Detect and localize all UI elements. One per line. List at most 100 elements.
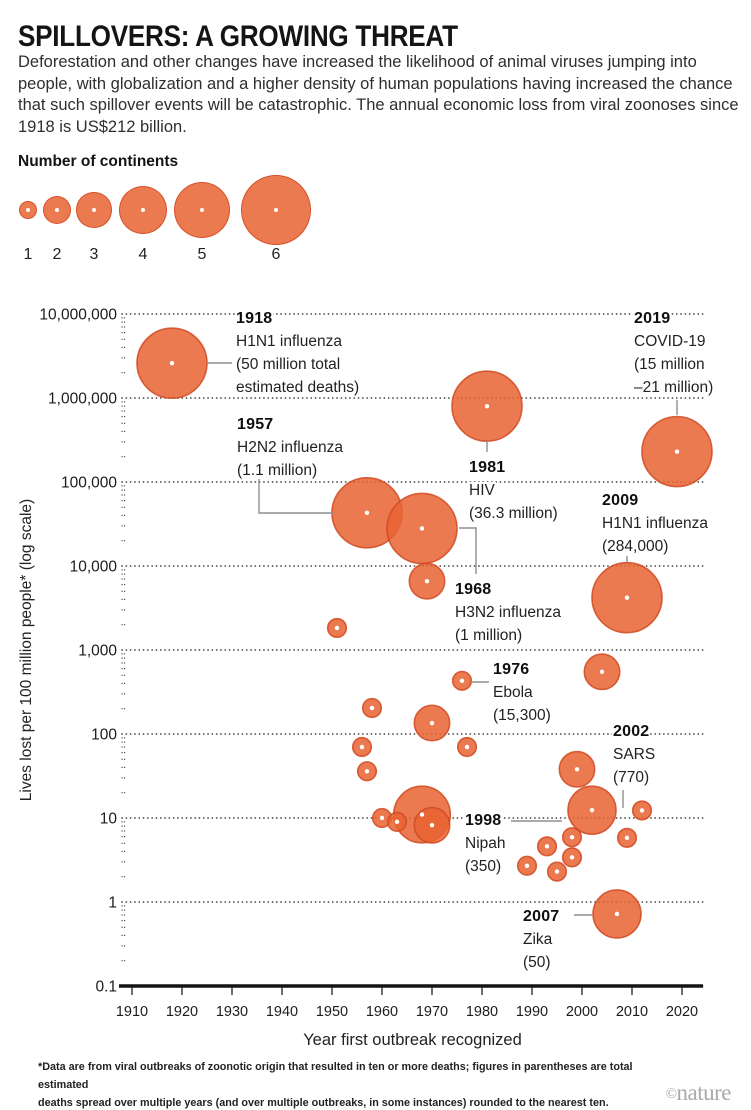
x-tick-label: 1910 [116, 1004, 148, 1020]
x-tick-label: 1960 [366, 1004, 398, 1020]
bubble-center-dot [424, 578, 430, 584]
bubble-center-dot [429, 823, 435, 828]
legend-count-label: 6 [271, 246, 281, 263]
annotation-year: 1976 [492, 661, 531, 678]
bubble-center-dot [569, 855, 575, 860]
y-axis-title: Lives lost per 100 million people* (log … [18, 498, 35, 802]
bubble-center-dot [544, 844, 550, 849]
x-tick-label: 2010 [616, 1004, 648, 1020]
annotation-text: (15,300) [492, 707, 552, 724]
annotation-year: 2009 [601, 492, 640, 509]
annotation-text: (36.3 million) [468, 505, 559, 522]
footnote: *Data are from viral outbreaks of zoonot… [38, 1058, 678, 1110]
annotation-1957: 1957 H2N2 influenza (1.1 million) [236, 413, 344, 482]
legend-center-dot [54, 207, 60, 213]
bubble-center-dot [554, 869, 560, 874]
x-tick-label: 1980 [466, 1004, 498, 1020]
x-axis-title: Year first outbreak recognized [303, 1031, 522, 1049]
annotation-text: estimated deaths) [235, 379, 361, 396]
bubble-center-dot [379, 815, 385, 821]
y-tick-label: 10 [100, 811, 118, 828]
annotation-text: (1 million) [454, 627, 524, 644]
annotation-2009: 2009 H1N1 influenza (284,000) [601, 489, 709, 558]
x-tick-label: 1950 [316, 1004, 348, 1020]
bubble-center-dot [419, 526, 425, 531]
annotation-text: COVID-19 [633, 333, 707, 350]
annotation-text: (284,000) [601, 538, 670, 555]
intro-paragraph: Deforestation and other changes have inc… [18, 53, 739, 136]
nature-wordmark: nature [676, 1080, 732, 1105]
annotation-text: H3N2 influenza [454, 604, 562, 621]
annotation-1976: 1976 Ebola (15,300) [492, 658, 552, 727]
annotation-text: Nipah [464, 835, 507, 852]
y-tick-label: 1,000,000 [48, 391, 117, 408]
x-tick-label: 2020 [666, 1004, 698, 1020]
annotation-1998: 1998 Nipah (350) [464, 809, 507, 878]
annotation-text: –21 million) [633, 379, 715, 396]
legend-center-dot [91, 207, 97, 213]
bubble-center-dot [169, 360, 175, 366]
y-tick-label: 1,000 [78, 643, 117, 660]
annotation-text: (50) [522, 954, 552, 971]
bubble-center-dot [364, 510, 370, 515]
legend-center-dot [25, 207, 31, 213]
legend-count-label: 4 [138, 246, 148, 263]
annotation-year: 1918 [235, 310, 274, 327]
legend-count-label: 3 [89, 246, 99, 263]
nature-credit: ©nature [665, 1080, 732, 1106]
annotation-text: HIV [468, 482, 496, 499]
legend-center-dot [273, 207, 279, 213]
legend-title: Number of continents [18, 153, 179, 170]
annotation-2002: 2002 SARS (770) [612, 720, 657, 789]
bubble-center-dot [464, 744, 470, 750]
leader-line-1957 [258, 474, 334, 514]
legend-count-label: 2 [52, 246, 62, 263]
annotation-text: H1N1 influenza [601, 515, 709, 532]
annotation-text: (50 million total [235, 356, 342, 373]
annotation-year: 2007 [522, 908, 561, 925]
annotation-text: (350) [464, 858, 503, 875]
footnote-line-1: *Data are from viral outbreaks of zoonot… [38, 1061, 633, 1091]
annotation-1968: 1968 H3N2 influenza (1 million) [454, 578, 562, 647]
copyright-icon: © [665, 1086, 677, 1102]
annotation-text: Zika [522, 931, 554, 948]
legend-count-label: 5 [197, 246, 207, 263]
annotation-year: 2002 [612, 723, 651, 740]
x-tick-label: 1940 [266, 1004, 298, 1020]
annotation-1981: 1981 HIV (36.3 million) [468, 456, 559, 525]
bubble-center-dot [359, 744, 365, 750]
annotation-text: H2N2 influenza [236, 439, 344, 456]
page-title: SPILLOVERS: A GROWING THREAT [18, 20, 458, 53]
bubble-center-dot [624, 595, 630, 600]
bubble-center-dot [419, 812, 425, 817]
bubble-center-dot [569, 835, 575, 840]
bubble-center-dot [364, 769, 370, 774]
x-tick-label: 1920 [166, 1004, 198, 1020]
bubble-center-dot [674, 449, 680, 454]
y-tick-label: 0.1 [95, 979, 117, 996]
legend-count-label: 1 [23, 246, 33, 263]
bubble-center-dot [334, 625, 340, 631]
y-tick-label: 100,000 [61, 475, 117, 492]
bubble-center-dot [394, 819, 400, 825]
bubble-center-dot [369, 705, 375, 711]
y-tick-label: 10,000 [70, 559, 118, 576]
annotation-1918: 1918 H1N1 influenza (50 million total estim… [235, 307, 361, 399]
annotation-text: SARS [612, 746, 657, 763]
x-tick-label: 2000 [566, 1004, 598, 1020]
bubble-center-dot [459, 678, 465, 683]
x-tick-label: 1930 [216, 1004, 248, 1020]
legend-center-dot [199, 207, 205, 213]
annotation-year: 1957 [236, 416, 275, 433]
bubble-center-dot [614, 911, 620, 917]
footnote-line-2: deaths spread over multiple years (and o… [38, 1097, 609, 1109]
x-tick-label: 1990 [516, 1004, 548, 1020]
bubble-center-dot [589, 807, 595, 813]
y-tick-label: 100 [91, 727, 117, 744]
annotation-text: Ebola [492, 684, 534, 701]
bubble-center-dot [574, 767, 580, 772]
annotation-year: 2019 [633, 310, 672, 327]
annotation-year: 1981 [468, 459, 507, 476]
bubble-center-dot [624, 835, 630, 841]
